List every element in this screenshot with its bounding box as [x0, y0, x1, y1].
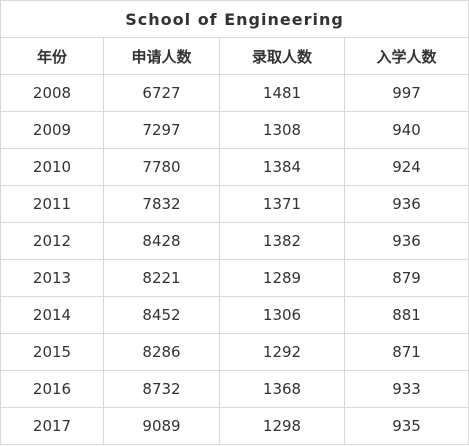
cell-applicants: 8286 [103, 333, 220, 371]
table-row: 2008 6727 1481 997 [0, 74, 469, 112]
table-row: 2017 9089 1298 935 [0, 407, 469, 445]
cell-applicants: 7297 [103, 111, 220, 149]
cell-applicants: 8452 [103, 296, 220, 334]
table-body: 2008 6727 1481 997 2009 7297 1308 940 2010 7780 13… [0, 74, 469, 445]
column-header-applicants: 申请人数 [103, 37, 220, 75]
column-header-admitted: 录取人数 [219, 37, 345, 75]
table-row: 2012 8428 1382 936 [0, 222, 469, 260]
cell-admitted: 1289 [219, 259, 345, 297]
cell-enrolled: 881 [343, 296, 469, 334]
table-title-row: School of Engineering [0, 0, 469, 38]
cell-applicants: 7780 [103, 148, 220, 186]
cell-year: 2011 [0, 185, 104, 223]
table-row: 2016 8732 1368 933 [0, 370, 469, 408]
cell-enrolled: 924 [343, 148, 469, 186]
cell-admitted: 1481 [219, 74, 345, 112]
cell-year: 2017 [0, 407, 104, 445]
cell-year: 2010 [0, 148, 104, 186]
cell-enrolled: 936 [343, 185, 469, 223]
cell-year: 2015 [0, 333, 104, 371]
cell-enrolled: 940 [343, 111, 469, 149]
cell-applicants: 7832 [103, 185, 220, 223]
cell-applicants: 8428 [103, 222, 220, 260]
cell-year: 2012 [0, 222, 104, 260]
cell-enrolled: 879 [343, 259, 469, 297]
cell-admitted: 1308 [219, 111, 345, 149]
cell-applicants: 9089 [103, 407, 220, 445]
column-header-enrolled: 入学人数 [343, 37, 469, 75]
cell-enrolled: 871 [343, 333, 469, 371]
cell-year: 2008 [0, 74, 104, 112]
table-row: 2010 7780 1384 924 [0, 148, 469, 186]
cell-admitted: 1384 [219, 148, 345, 186]
table-row: 2009 7297 1308 940 [0, 111, 469, 149]
cell-enrolled: 935 [343, 407, 469, 445]
cell-applicants: 8732 [103, 370, 220, 408]
cell-enrolled: 936 [343, 222, 469, 260]
cell-admitted: 1298 [219, 407, 345, 445]
cell-year: 2009 [0, 111, 104, 149]
cell-admitted: 1382 [219, 222, 345, 260]
cell-admitted: 1292 [219, 333, 345, 371]
cell-enrolled: 997 [343, 74, 469, 112]
cell-admitted: 1368 [219, 370, 345, 408]
column-header-year: 年份 [0, 37, 104, 75]
cell-enrolled: 933 [343, 370, 469, 408]
cell-admitted: 1306 [219, 296, 345, 334]
cell-year: 2013 [0, 259, 104, 297]
table-row: 2015 8286 1292 871 [0, 333, 469, 371]
cell-applicants: 8221 [103, 259, 220, 297]
table-header-row: 年份 申请人数 录取人数 入学人数 [0, 37, 469, 75]
cell-applicants: 6727 [103, 74, 220, 112]
cell-year: 2014 [0, 296, 104, 334]
table-row: 2013 8221 1289 879 [0, 259, 469, 297]
table-row: 2014 8452 1306 881 [0, 296, 469, 334]
cell-admitted: 1371 [219, 185, 345, 223]
table-row: 2011 7832 1371 936 [0, 185, 469, 223]
cell-year: 2016 [0, 370, 104, 408]
table-title: School of Engineering [0, 0, 469, 38]
